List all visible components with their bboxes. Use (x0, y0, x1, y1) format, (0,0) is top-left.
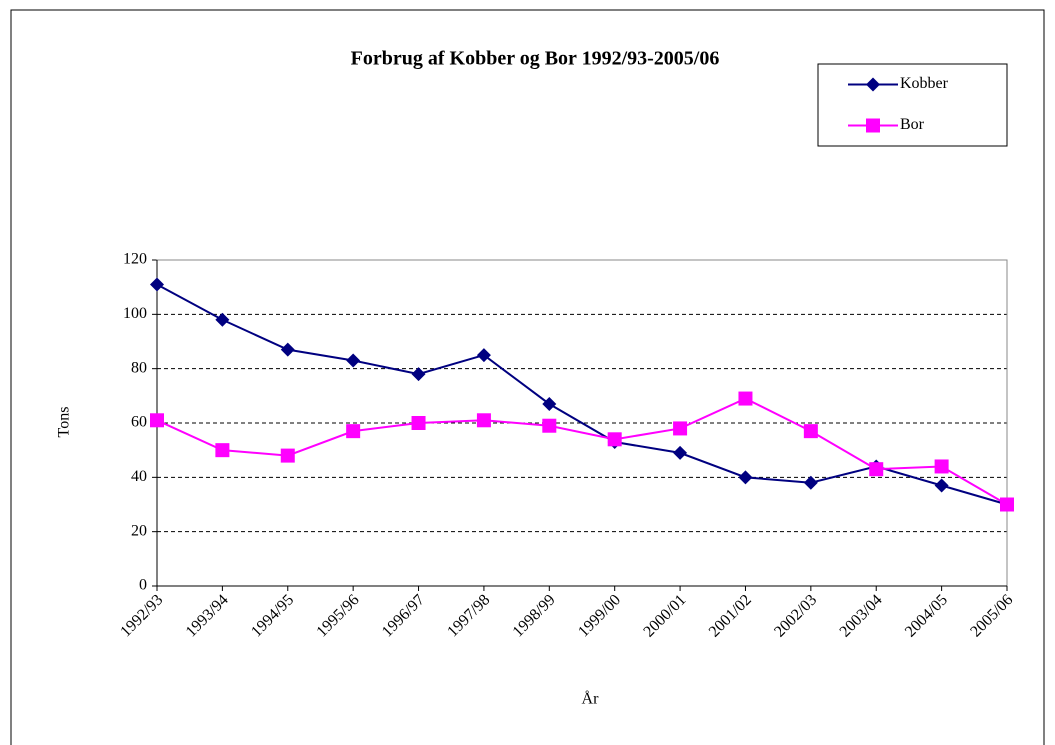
y-tick-label: 60 (131, 414, 147, 431)
point (215, 312, 230, 327)
x-tick-label: 2002/03 (771, 591, 820, 640)
x-tick-label: 2005/06 (967, 591, 1016, 640)
point (215, 443, 230, 458)
point (346, 353, 361, 368)
x-tick-label: 1995/96 (313, 591, 362, 640)
point (673, 421, 688, 436)
point (476, 413, 491, 428)
legend-box (817, 63, 1008, 147)
x-tick-label: 2003/04 (837, 591, 886, 640)
x-tick-label: 2001/02 (706, 591, 755, 640)
point (934, 459, 949, 474)
point (150, 413, 164, 428)
y-tick-label: 120 (123, 251, 147, 268)
point (1000, 497, 1014, 512)
y-tick-label: 20 (131, 522, 147, 539)
point (542, 396, 557, 411)
y-axis-label: Tons (56, 407, 73, 438)
point (869, 462, 884, 477)
point (934, 478, 949, 493)
x-axis-label: År (582, 690, 600, 708)
point (411, 416, 426, 430)
x-tick-label: 1999/00 (575, 591, 624, 640)
chart-frame (10, 9, 1045, 745)
series-line (156, 397, 1008, 506)
point (803, 424, 818, 439)
x-tick-label: 1993/94 (183, 591, 232, 640)
point (673, 445, 688, 460)
y-tick-label: 40 (131, 468, 147, 485)
y-tick-label: 80 (131, 359, 147, 376)
legend-label: Bor (900, 116, 925, 133)
point (280, 448, 295, 463)
point (346, 424, 361, 439)
y-tick-label: 100 (123, 305, 147, 322)
x-tick-label: 1996/97 (379, 591, 428, 640)
point (476, 348, 491, 363)
point (150, 277, 164, 292)
point (803, 475, 818, 490)
legend-marker (866, 77, 880, 92)
x-tick-label: 1997/98 (444, 591, 493, 640)
point (411, 367, 426, 382)
legend-label: Kobber (900, 75, 949, 92)
point (738, 391, 753, 406)
legend-marker (866, 118, 880, 133)
point (607, 432, 622, 447)
y-tick-label: 0 (139, 577, 147, 594)
x-tick-label: 2004/05 (902, 591, 951, 640)
x-tick-label: 1998/99 (510, 591, 559, 640)
point (738, 470, 753, 485)
x-tick-label: 1992/93 (117, 591, 166, 640)
x-tick-label: 1994/95 (248, 591, 297, 640)
chart-title: Forbrug af Kobber og Bor 1992/93-2005/06 (351, 48, 720, 70)
series-line (156, 283, 1008, 506)
x-tick-label: 2000/01 (640, 591, 689, 640)
point (280, 342, 295, 357)
point (542, 418, 557, 433)
